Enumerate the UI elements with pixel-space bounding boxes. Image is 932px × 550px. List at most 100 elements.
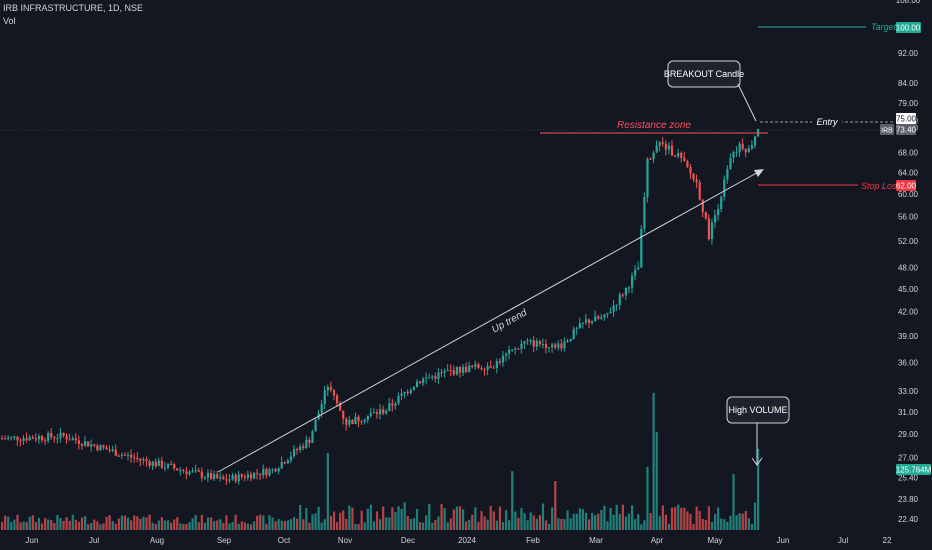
candle-body bbox=[385, 411, 388, 414]
candle-body bbox=[631, 275, 634, 288]
uptrend-line bbox=[217, 169, 763, 473]
candle-body bbox=[219, 476, 222, 479]
price-axis[interactable]: 108.00 100.00 92.00 84.00 79.00 75.00 73.40 68.… bbox=[896, 0, 921, 524]
volume-bar bbox=[271, 517, 274, 530]
candle-body bbox=[388, 403, 391, 412]
volume-bar bbox=[391, 507, 394, 530]
volume-bar bbox=[154, 524, 157, 530]
price-tick-label: 36.00 bbox=[898, 359, 919, 368]
candle-body bbox=[111, 449, 114, 451]
candle-body bbox=[551, 344, 554, 348]
volume-bar bbox=[425, 515, 428, 530]
svg-text:125.764M: 125.764M bbox=[896, 466, 932, 475]
candle-body bbox=[136, 457, 139, 459]
volume-bar bbox=[120, 515, 124, 530]
volume-bar bbox=[231, 522, 234, 530]
candle-body bbox=[209, 472, 213, 480]
volume-bar bbox=[649, 512, 652, 530]
volume-bar bbox=[74, 519, 77, 530]
time-axis[interactable]: Jun Jul Aug Sep Oct Nov Dec 2024 Feb Mar Apr May Jun… bbox=[26, 536, 892, 545]
candle-body bbox=[1, 438, 4, 440]
price-tick-label: 60.00 bbox=[898, 190, 919, 199]
time-tick-label: Mar bbox=[589, 536, 603, 545]
volume-bar bbox=[117, 518, 120, 530]
volume-bar bbox=[148, 514, 151, 530]
volume-bar bbox=[551, 507, 554, 530]
candle-body bbox=[108, 449, 111, 451]
volume-bar bbox=[228, 523, 231, 530]
volume-bar bbox=[505, 510, 508, 530]
candle-body bbox=[206, 472, 210, 478]
volume-bar bbox=[695, 506, 698, 530]
candle-body bbox=[342, 410, 345, 419]
volume-bar bbox=[274, 521, 277, 530]
candle-body bbox=[160, 460, 164, 468]
volume-bar bbox=[455, 506, 459, 530]
volume-bar bbox=[631, 505, 634, 530]
candle-body bbox=[603, 314, 606, 318]
candle-body bbox=[59, 432, 62, 439]
volume-bar bbox=[428, 504, 431, 530]
stop-loss-badge: 62.00 bbox=[896, 180, 917, 191]
price-tick-label: 29.00 bbox=[898, 430, 919, 439]
candle-body bbox=[280, 462, 283, 469]
volume-bar bbox=[637, 514, 640, 530]
candle-body bbox=[87, 441, 90, 447]
candle-body bbox=[37, 436, 41, 440]
candle-body bbox=[437, 372, 440, 379]
candle-body bbox=[74, 438, 77, 441]
candle-body bbox=[428, 377, 431, 379]
volume-bar bbox=[538, 515, 542, 530]
volume-bar bbox=[434, 520, 437, 530]
volume-bar bbox=[10, 522, 13, 530]
candle-body bbox=[200, 471, 203, 478]
volume-bar bbox=[253, 521, 256, 530]
volume-bar bbox=[529, 512, 532, 530]
uptrend-label: Up trend bbox=[490, 307, 529, 335]
candle-body bbox=[397, 395, 400, 404]
candle-body bbox=[99, 445, 102, 451]
candle-body bbox=[139, 458, 142, 461]
volume-callout-box bbox=[726, 396, 790, 424]
volume-bar bbox=[517, 517, 520, 530]
volume-bar bbox=[400, 509, 403, 530]
candle-body bbox=[452, 370, 455, 375]
candle-body bbox=[28, 437, 31, 441]
volume-bar bbox=[720, 518, 723, 530]
volume-bar bbox=[723, 519, 726, 530]
volume-bar bbox=[188, 522, 191, 530]
candle-body bbox=[222, 476, 225, 480]
candle-body bbox=[13, 436, 16, 438]
volume-bar bbox=[265, 523, 268, 530]
volume-bar bbox=[621, 504, 624, 530]
volume-bar bbox=[606, 521, 609, 530]
candle-body bbox=[22, 438, 25, 441]
volume-bar bbox=[511, 471, 514, 530]
volume-bar bbox=[369, 504, 372, 530]
volume-bar bbox=[683, 507, 686, 530]
candle-body bbox=[535, 340, 538, 347]
candle-body bbox=[228, 479, 231, 481]
volume-bar bbox=[468, 519, 471, 530]
volume-bar bbox=[133, 515, 136, 530]
candle-body bbox=[90, 444, 93, 447]
candle-body bbox=[47, 432, 50, 441]
volume-callout-text: High VOLUME bbox=[728, 405, 787, 415]
volume-bar bbox=[182, 524, 185, 530]
volume-bar bbox=[674, 507, 677, 530]
time-tick-label: Sep bbox=[217, 536, 232, 545]
candle-body bbox=[575, 328, 578, 330]
volume-indicator-label[interactable]: Vol bbox=[3, 16, 16, 26]
volume-bar bbox=[747, 518, 750, 530]
volume-bar bbox=[689, 513, 692, 530]
candle-body bbox=[120, 454, 124, 456]
volume-bar bbox=[308, 522, 311, 530]
volume-bar bbox=[50, 520, 53, 530]
candle-body bbox=[56, 438, 59, 440]
volume-bar bbox=[640, 524, 643, 530]
candle-body bbox=[695, 179, 698, 183]
candle-body bbox=[600, 317, 603, 319]
volume-bar bbox=[661, 505, 664, 530]
price-tick-label: 39.00 bbox=[898, 332, 919, 341]
